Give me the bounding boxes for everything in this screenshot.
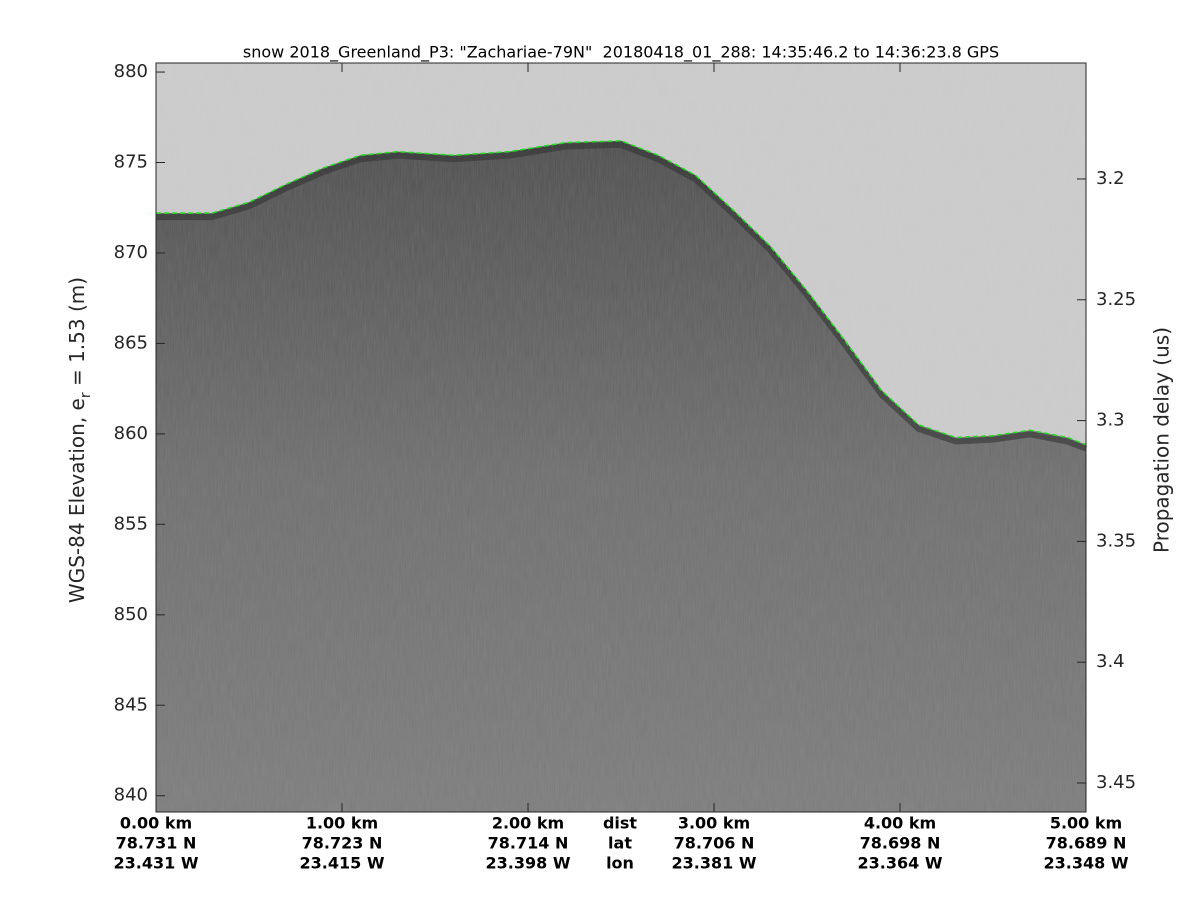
y-tick-label: 880 <box>114 61 148 82</box>
lat-label: 78.698 N <box>860 834 941 853</box>
y-tick-label: 840 <box>114 785 148 806</box>
row-label: lon <box>606 854 634 873</box>
y-tick-label: 850 <box>114 604 148 625</box>
lon-label: 23.415 W <box>300 854 385 873</box>
y-label-part: WGS-84 Elevation, e <box>65 398 89 603</box>
x-tick-label: 2.00 km <box>492 814 564 833</box>
y-axis-label: WGS-84 Elevation, er = 1.53 (m) <box>65 277 95 603</box>
y-tick-label: 870 <box>114 242 148 263</box>
y2-tick-label: 3.2 <box>1096 168 1125 189</box>
x-tick-label: 3.00 km <box>678 814 750 833</box>
lat-label: 78.706 N <box>674 834 755 853</box>
lon-label: 23.381 W <box>672 854 757 873</box>
lon-label: 23.364 W <box>858 854 943 873</box>
y-label-sub: r <box>78 392 94 398</box>
x-tick-label: 5.00 km <box>1050 814 1122 833</box>
y-tick-label: 855 <box>114 513 148 534</box>
y-tick-label: 860 <box>114 423 148 444</box>
x-tick-label: 4.00 km <box>864 814 936 833</box>
subsurface-noise <box>156 140 1086 813</box>
row-label: dist <box>603 814 637 833</box>
chart-title: snow 2018_Greenland_P3: "Zachariae-79N" … <box>243 43 999 63</box>
y-tick-label: 865 <box>114 332 148 353</box>
y2-axis-label: Propagation delay (us) <box>1150 327 1174 553</box>
plot-frame <box>155 62 1087 813</box>
y-tick-label: 875 <box>114 152 148 173</box>
lon-label: 23.398 W <box>486 854 571 873</box>
row-label: lat <box>608 834 632 853</box>
x-tick-label: 1.00 km <box>306 814 378 833</box>
lat-label: 78.731 N <box>116 834 197 853</box>
lon-label: 23.348 W <box>1044 854 1129 873</box>
y2-tick-label: 3.45 <box>1096 772 1136 793</box>
surface-band <box>156 141 1088 452</box>
y2-tick-label: 3.25 <box>1096 289 1136 310</box>
y2-tick-label: 3.4 <box>1096 651 1125 672</box>
y-tick-label: 845 <box>114 694 148 715</box>
lon-label: 23.431 W <box>114 854 199 873</box>
y-label-part: = 1.53 (m) <box>65 277 89 392</box>
y2-tick-label: 3.3 <box>1096 410 1125 431</box>
surface-line <box>156 140 1087 446</box>
lat-label: 78.723 N <box>302 834 383 853</box>
lat-label: 78.689 N <box>1046 834 1127 853</box>
x-tick-label: 0.00 km <box>120 814 192 833</box>
y2-tick-label: 3.35 <box>1096 530 1136 551</box>
lat-label: 78.714 N <box>488 834 569 853</box>
